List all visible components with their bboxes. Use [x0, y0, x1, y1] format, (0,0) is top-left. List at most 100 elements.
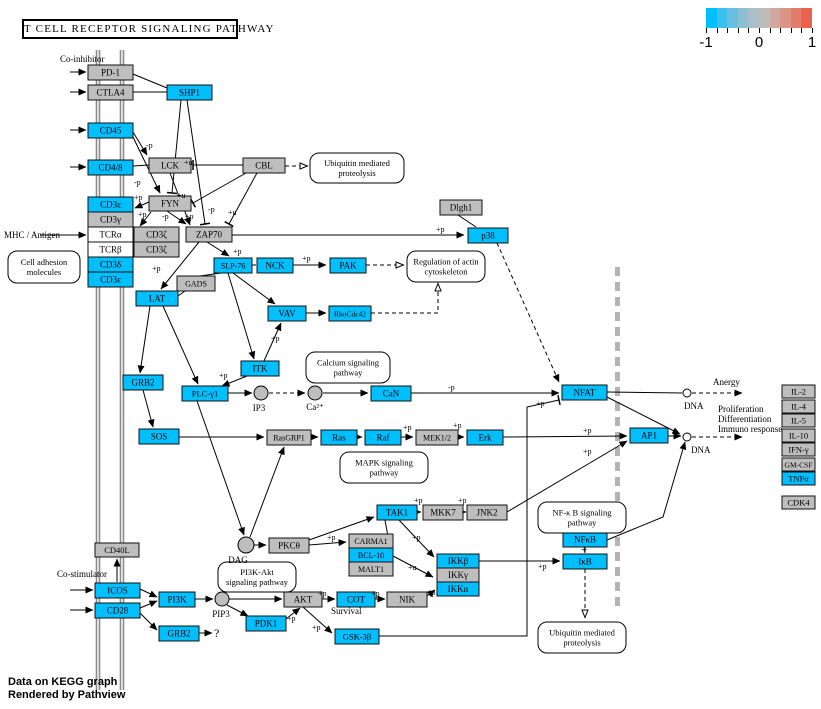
node-fyn[interactable]: FYN: [148, 195, 192, 212]
node-box-pak[interactable]: [329, 257, 367, 274]
node-ikkg[interactable]: IKKγ: [436, 567, 480, 583]
node-box-grb2a[interactable]: [122, 374, 164, 391]
pathway-box-shape-actin[interactable]: [406, 250, 486, 283]
molecule-dag[interactable]: DAG: [228, 536, 255, 565]
node-ifng[interactable]: IFN-γ: [781, 442, 816, 457]
node-box-lck[interactable]: [148, 157, 192, 174]
node-ctla4[interactable]: CTLA4: [87, 84, 134, 101]
node-rasgrp1[interactable]: RasGRP1: [266, 429, 312, 446]
node-box-tnfa[interactable]: [781, 471, 816, 486]
pathway-box-shape-ubiq-bottom[interactable]: [537, 621, 627, 654]
node-box-rhocdc42[interactable]: [328, 305, 372, 322]
node-slp76[interactable]: SLP-76: [213, 257, 253, 274]
node-box-erk[interactable]: [466, 429, 504, 446]
node-box-il5[interactable]: [781, 413, 816, 428]
node-ikb[interactable]: IκB: [562, 553, 608, 570]
node-lat[interactable]: LAT: [135, 290, 179, 307]
node-cd3e2[interactable]: CD3ε: [87, 271, 134, 288]
node-mek12[interactable]: MEK1/2: [415, 429, 459, 446]
node-box-shp1[interactable]: [166, 84, 213, 101]
node-dlgh1[interactable]: Dlgh1: [439, 199, 483, 216]
node-rhocdc42[interactable]: RhoCdc42: [328, 305, 372, 322]
node-box-ras[interactable]: [320, 429, 358, 446]
node-box-grb2b[interactable]: [158, 625, 200, 642]
node-box-dlgh1[interactable]: [439, 199, 483, 216]
node-box-itk[interactable]: [240, 360, 280, 377]
node-ikka[interactable]: IKKα: [436, 581, 480, 597]
node-box-raf[interactable]: [364, 429, 402, 446]
node-cd3z1[interactable]: CD3ζ: [133, 226, 180, 243]
node-shp1[interactable]: SHP1: [166, 84, 213, 101]
node-box-ifng[interactable]: [781, 442, 816, 457]
node-box-plcg1[interactable]: [181, 385, 229, 402]
node-plcg1[interactable]: PLC-γ1: [181, 385, 229, 402]
node-erk[interactable]: Erk: [466, 429, 504, 446]
node-ap1[interactable]: AP1: [629, 427, 669, 444]
node-jnk2[interactable]: JNK2: [466, 504, 508, 521]
node-pak[interactable]: PAK: [329, 257, 367, 274]
node-box-il10[interactable]: [781, 428, 816, 443]
node-box-pkct[interactable]: [268, 537, 310, 554]
node-p38[interactable]: p38: [467, 227, 509, 244]
node-bcl10[interactable]: BCL-10: [348, 547, 394, 563]
node-gmcsf[interactable]: GM-CSF: [781, 457, 816, 472]
node-grb2a[interactable]: GRB2: [122, 374, 164, 391]
node-box-slp76[interactable]: [213, 257, 253, 274]
node-il10[interactable]: IL-10: [781, 428, 816, 443]
node-akt[interactable]: AKT: [283, 591, 323, 608]
node-sos[interactable]: SOS: [138, 428, 180, 445]
node-box-cd48[interactable]: [87, 159, 134, 176]
node-ras[interactable]: Ras: [320, 429, 358, 446]
node-box-icos[interactable]: [94, 582, 141, 599]
node-cd3g[interactable]: CD3γ: [87, 211, 134, 228]
node-box-mek12[interactable]: [415, 429, 459, 446]
node-cbl[interactable]: CBL: [242, 157, 286, 174]
node-box-il2[interactable]: [781, 384, 816, 399]
node-box-rasgrp1[interactable]: [266, 429, 312, 446]
node-box-gsk3b[interactable]: [334, 628, 380, 645]
node-malt1[interactable]: MALT1: [348, 561, 394, 577]
node-box-cd28[interactable]: [94, 602, 141, 619]
node-lck[interactable]: LCK: [148, 157, 192, 174]
node-gsk3b[interactable]: GSK-3β: [334, 628, 380, 645]
node-pkct[interactable]: PKCθ: [268, 537, 310, 554]
node-cot[interactable]: COT: [336, 591, 376, 608]
node-icos[interactable]: ICOS: [94, 582, 141, 599]
node-box-gads[interactable]: [176, 275, 216, 292]
node-pd1[interactable]: PD-1: [87, 64, 134, 81]
node-box-can[interactable]: [370, 385, 412, 402]
node-box-pd1[interactable]: [87, 64, 134, 81]
node-cd45[interactable]: CD45: [87, 122, 134, 139]
node-box-ikb[interactable]: [562, 553, 608, 570]
node-box-cbl[interactable]: [242, 157, 286, 174]
node-box-cot[interactable]: [336, 591, 376, 608]
node-box-sos[interactable]: [138, 428, 180, 445]
node-cd3d[interactable]: CD3δ: [87, 256, 134, 273]
node-box-ikka[interactable]: [436, 581, 480, 597]
node-nik[interactable]: NIK: [386, 591, 428, 608]
node-box-jnk2[interactable]: [466, 504, 508, 521]
node-raf[interactable]: Raf: [364, 429, 402, 446]
node-mkk7[interactable]: MKK7: [422, 504, 464, 521]
node-box-il4[interactable]: [781, 399, 816, 414]
node-cd28[interactable]: CD28: [94, 602, 141, 619]
node-box-lat[interactable]: [135, 290, 179, 307]
node-carma1[interactable]: CARMA1: [348, 533, 394, 549]
node-grb2b[interactable]: GRB2: [158, 625, 200, 642]
node-cd40l[interactable]: CD40L: [94, 542, 140, 558]
node-box-cd45[interactable]: [87, 122, 134, 139]
pathway-box-shape-pi3k-akt[interactable]: [217, 561, 297, 593]
node-tnfa[interactable]: TNFα: [781, 471, 816, 486]
node-box-ctla4[interactable]: [87, 84, 134, 101]
node-box-fyn[interactable]: [148, 195, 192, 212]
node-zap70[interactable]: ZAP70: [185, 226, 233, 243]
molecule-circle-dag[interactable]: [237, 536, 255, 554]
node-pi3k[interactable]: PI3K: [158, 591, 196, 608]
node-tcrb[interactable]: TCRβ: [87, 241, 134, 258]
